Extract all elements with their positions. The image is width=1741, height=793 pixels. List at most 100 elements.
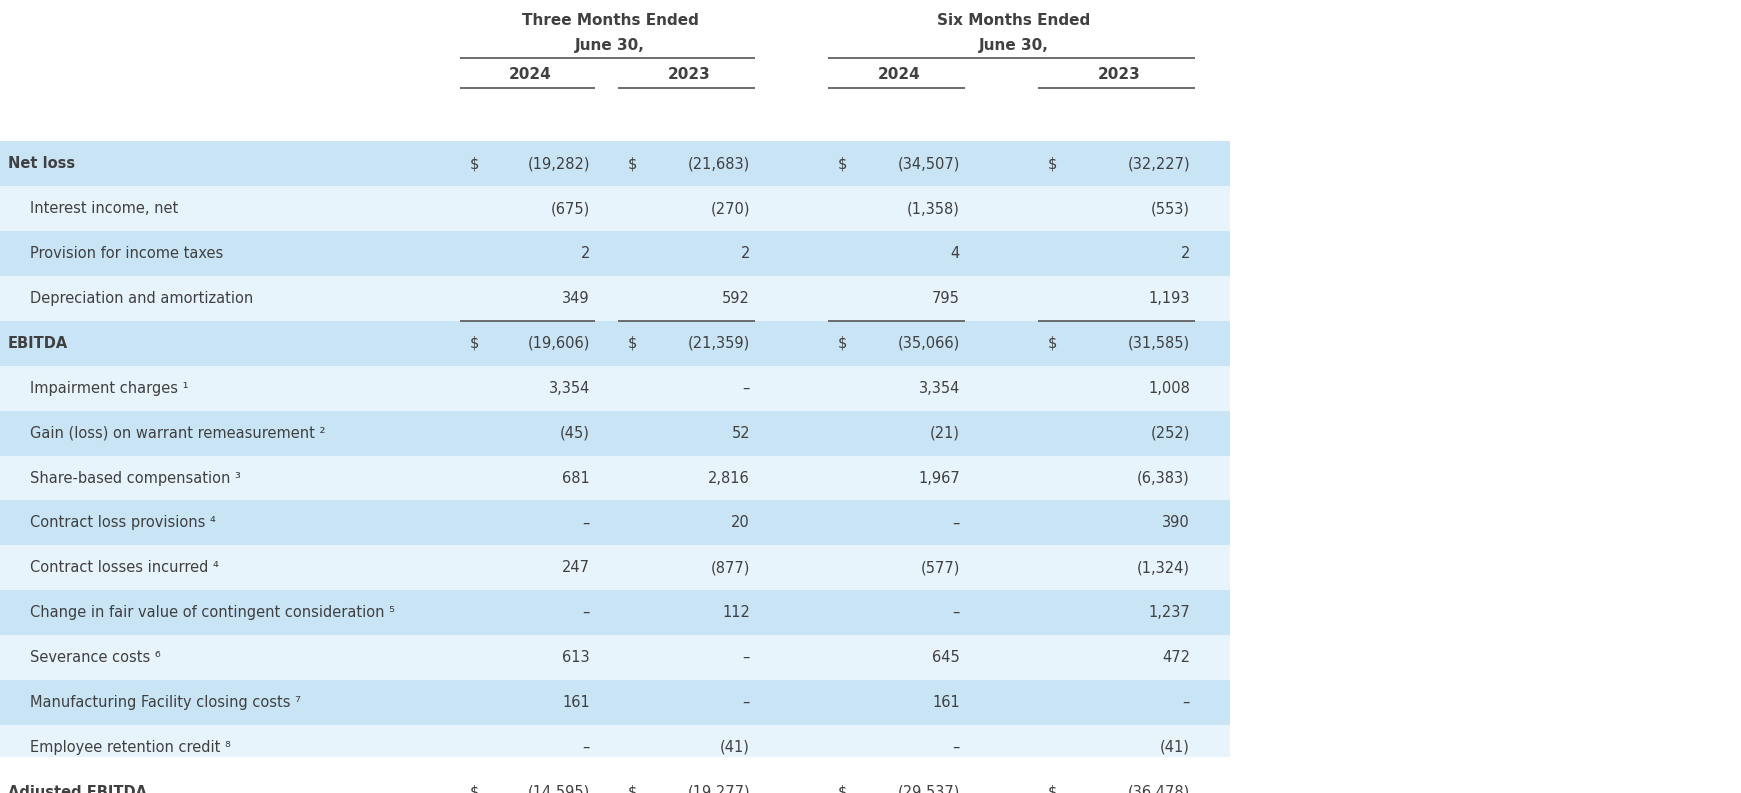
Text: $: $	[629, 336, 637, 351]
Text: 2024: 2024	[877, 67, 921, 82]
Text: 1,967: 1,967	[918, 470, 959, 485]
Text: (19,606): (19,606)	[528, 336, 590, 351]
Text: Depreciation and amortization: Depreciation and amortization	[30, 291, 252, 306]
Text: 2: 2	[581, 246, 590, 261]
Text: 1,193: 1,193	[1149, 291, 1191, 306]
Text: –: –	[743, 695, 750, 710]
Text: (31,585): (31,585)	[1128, 336, 1191, 351]
Text: (553): (553)	[1151, 201, 1191, 216]
Text: (19,277): (19,277)	[688, 785, 750, 793]
Text: –: –	[583, 605, 590, 620]
Text: $: $	[1048, 156, 1057, 171]
Text: 161: 161	[562, 695, 590, 710]
Text: –: –	[583, 740, 590, 755]
Bar	[0, 456, 1229, 500]
Text: –: –	[952, 515, 959, 531]
Text: EBITDA: EBITDA	[9, 336, 68, 351]
Text: Contract loss provisions ⁴: Contract loss provisions ⁴	[30, 515, 216, 531]
Text: (6,383): (6,383)	[1137, 470, 1191, 485]
Text: $: $	[1048, 785, 1057, 793]
Text: (32,227): (32,227)	[1128, 156, 1191, 171]
Text: (270): (270)	[710, 201, 750, 216]
Text: (41): (41)	[721, 740, 750, 755]
Text: 3,354: 3,354	[919, 381, 959, 396]
Text: Contract losses incurred ⁴: Contract losses incurred ⁴	[30, 561, 219, 575]
Text: (45): (45)	[561, 426, 590, 441]
Text: Gain (loss) on warrant remeasurement ²: Gain (loss) on warrant remeasurement ²	[30, 426, 326, 441]
Text: (21,359): (21,359)	[688, 336, 750, 351]
Text: 1,237: 1,237	[1149, 605, 1191, 620]
Text: –: –	[743, 381, 750, 396]
Bar	[0, 321, 1229, 366]
Text: (675): (675)	[550, 201, 590, 216]
Bar	[0, 546, 1229, 590]
Text: 472: 472	[1161, 650, 1191, 665]
Bar	[0, 186, 1229, 231]
Text: $: $	[837, 785, 848, 793]
Text: 161: 161	[931, 695, 959, 710]
Bar	[0, 635, 1229, 680]
Text: Share-based compensation ³: Share-based compensation ³	[30, 470, 240, 485]
Text: (14,595): (14,595)	[528, 785, 590, 793]
Text: 2: 2	[1180, 246, 1191, 261]
Text: Severance costs ⁶: Severance costs ⁶	[30, 650, 160, 665]
Text: 112: 112	[723, 605, 750, 620]
Bar	[0, 0, 1229, 141]
Text: (877): (877)	[710, 561, 750, 575]
Text: 2,816: 2,816	[709, 470, 750, 485]
Text: –: –	[583, 515, 590, 531]
Bar	[0, 141, 1229, 186]
Text: $: $	[1048, 336, 1057, 351]
Text: (21): (21)	[930, 426, 959, 441]
Text: Six Months Ended: Six Months Ended	[937, 13, 1090, 28]
Text: $: $	[470, 336, 479, 351]
Text: (29,537): (29,537)	[898, 785, 959, 793]
Text: 2024: 2024	[508, 67, 552, 82]
Text: 681: 681	[562, 470, 590, 485]
Text: –: –	[952, 740, 959, 755]
Text: 52: 52	[731, 426, 750, 441]
Text: –: –	[1182, 695, 1191, 710]
Text: 2023: 2023	[667, 67, 710, 82]
Text: 592: 592	[723, 291, 750, 306]
Text: 349: 349	[562, 291, 590, 306]
Text: $: $	[837, 336, 848, 351]
Text: Three Months Ended: Three Months Ended	[522, 13, 698, 28]
Bar	[0, 366, 1229, 411]
Text: June 30,: June 30,	[978, 38, 1048, 53]
Bar	[0, 770, 1229, 793]
Text: (34,507): (34,507)	[898, 156, 959, 171]
Text: 2: 2	[740, 246, 750, 261]
Text: (252): (252)	[1151, 426, 1191, 441]
Text: –: –	[743, 650, 750, 665]
Text: $: $	[629, 156, 637, 171]
Text: Change in fair value of contingent consideration ⁵: Change in fair value of contingent consi…	[30, 605, 395, 620]
Text: 1,008: 1,008	[1147, 381, 1191, 396]
Text: Interest income, net: Interest income, net	[30, 201, 178, 216]
Text: 4: 4	[951, 246, 959, 261]
Text: 613: 613	[562, 650, 590, 665]
Text: –: –	[952, 605, 959, 620]
Bar	[0, 680, 1229, 725]
Bar	[0, 725, 1229, 770]
Text: Employee retention credit ⁸: Employee retention credit ⁸	[30, 740, 232, 755]
Text: (36,478): (36,478)	[1128, 785, 1191, 793]
Text: $: $	[837, 156, 848, 171]
Text: 645: 645	[931, 650, 959, 665]
Text: (1,324): (1,324)	[1137, 561, 1191, 575]
Bar	[0, 411, 1229, 456]
Text: (41): (41)	[1160, 740, 1191, 755]
Text: $: $	[470, 156, 479, 171]
Text: $: $	[629, 785, 637, 793]
Bar	[0, 500, 1229, 546]
Bar	[0, 276, 1229, 321]
Text: Provision for income taxes: Provision for income taxes	[30, 246, 223, 261]
Text: 3,354: 3,354	[548, 381, 590, 396]
Text: June 30,: June 30,	[575, 38, 644, 53]
Text: 795: 795	[931, 291, 959, 306]
Text: Manufacturing Facility closing costs ⁷: Manufacturing Facility closing costs ⁷	[30, 695, 301, 710]
Text: (577): (577)	[921, 561, 959, 575]
Text: 20: 20	[731, 515, 750, 531]
Text: 2023: 2023	[1097, 67, 1140, 82]
Text: Impairment charges ¹: Impairment charges ¹	[30, 381, 188, 396]
